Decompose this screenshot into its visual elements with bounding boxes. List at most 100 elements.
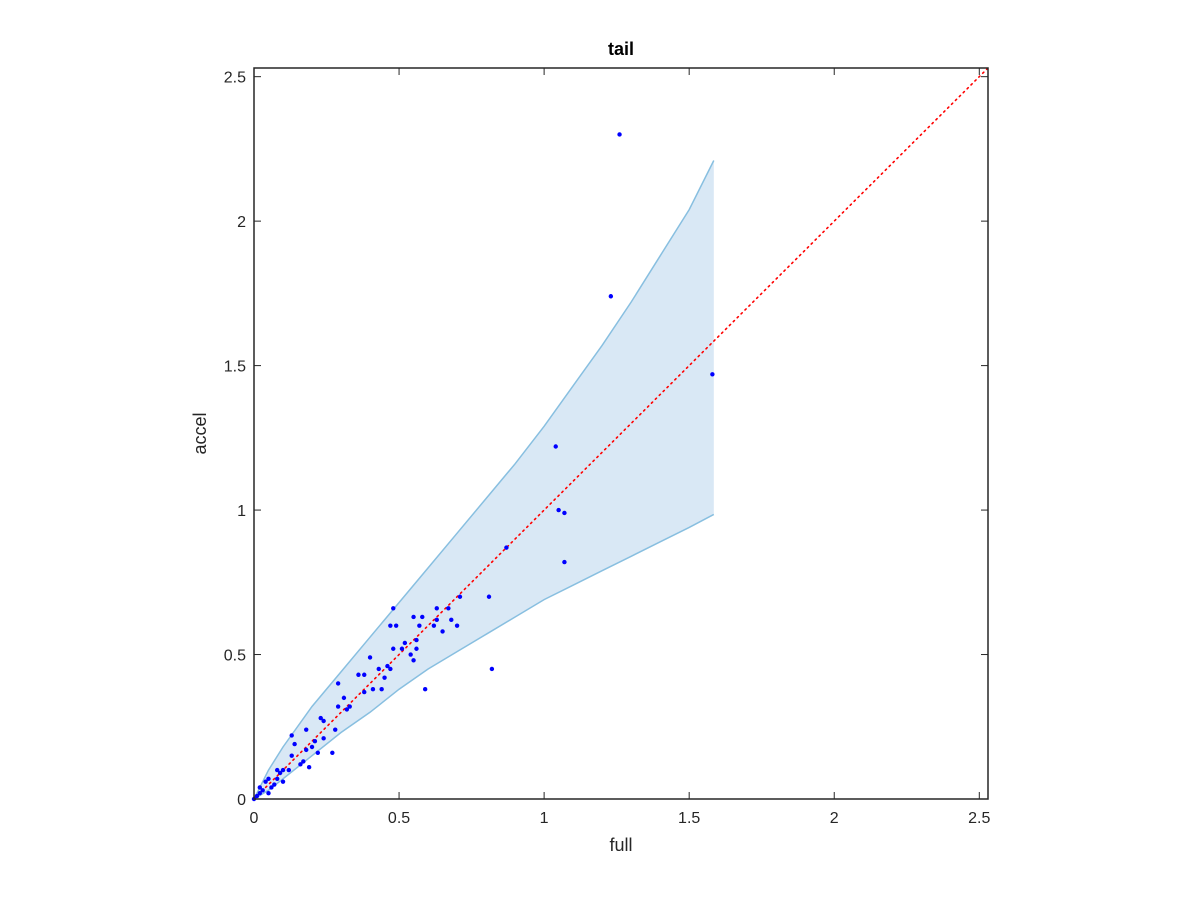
data-point (280, 767, 286, 773)
data-point (257, 785, 263, 790)
y-tick-label: 0.5 (224, 648, 246, 665)
y-tick-label: 0 (237, 792, 246, 809)
data-point (367, 655, 373, 660)
data-point (399, 646, 405, 651)
data-point (301, 759, 306, 764)
y-tick-label: 2.5 (224, 70, 246, 87)
data-point (269, 785, 274, 790)
data-point (309, 744, 315, 750)
data-point (260, 788, 265, 793)
data-point (710, 372, 715, 377)
data-point (306, 765, 312, 770)
y-tick-label: 1 (237, 503, 246, 520)
data-point (391, 606, 396, 611)
data-point (457, 594, 463, 599)
data-point (434, 606, 439, 611)
data-point (321, 736, 326, 741)
data-point (417, 623, 422, 628)
x-tick-label: 1 (540, 810, 549, 827)
data-point (608, 294, 614, 299)
data-point (266, 776, 271, 781)
band-fill (254, 160, 714, 799)
data-point (422, 687, 428, 692)
data-point (431, 623, 437, 628)
data-point (335, 704, 341, 709)
data-point (362, 672, 367, 677)
scatter-points (251, 132, 715, 802)
data-point (304, 747, 309, 753)
data-point (379, 687, 384, 692)
data-point (408, 652, 413, 657)
identity-line (253, 67, 989, 800)
data-point (434, 617, 439, 623)
x-tick-label: 0 (250, 810, 259, 827)
data-point (263, 779, 268, 784)
data-point (562, 510, 567, 516)
x-tick-label: 2.5 (968, 810, 990, 827)
data-point (257, 791, 263, 796)
data-point (414, 637, 419, 643)
data-point (292, 741, 297, 747)
data-point (562, 559, 567, 565)
data-point (370, 687, 376, 692)
data-point (341, 695, 347, 701)
x-tick-label: 1.5 (678, 810, 700, 827)
data-point (286, 767, 292, 773)
data-point (446, 606, 451, 611)
chart-title: tail (608, 39, 634, 59)
data-point (440, 629, 445, 634)
data-point (362, 689, 367, 695)
data-point (289, 733, 294, 738)
data-point (275, 767, 280, 773)
reference-line (253, 67, 989, 800)
data-point (376, 666, 381, 672)
data-point (556, 507, 561, 513)
data-point (388, 666, 393, 672)
data-point (347, 704, 352, 709)
data-point (330, 750, 335, 755)
data-point (411, 614, 416, 620)
data-point (449, 617, 454, 623)
data-point (393, 623, 399, 628)
data-point (420, 614, 425, 620)
data-point (486, 594, 492, 599)
y-tick-label: 1.5 (224, 359, 246, 376)
data-point (356, 672, 361, 677)
data-point (411, 658, 416, 663)
data-point (385, 663, 390, 669)
data-point (333, 727, 338, 732)
axes-box (253, 67, 989, 800)
data-point (617, 132, 622, 137)
data-point (275, 776, 280, 781)
y-tick-label: 2 (237, 214, 246, 231)
data-point (304, 727, 309, 732)
data-point (553, 444, 558, 449)
data-point (388, 623, 393, 628)
data-point (312, 739, 318, 744)
data-point (489, 666, 495, 672)
data-point (277, 770, 283, 776)
data-point (321, 718, 326, 724)
data-point (414, 646, 419, 651)
data-point (454, 623, 460, 628)
x-tick-label: 0.5 (388, 810, 410, 827)
data-point (298, 762, 303, 767)
data-point (254, 793, 260, 799)
data-point (382, 675, 387, 680)
data-point (318, 715, 323, 721)
axis-ticks: 0 0.5 1 1.5 2 2.5 0 0.5 1 1.5 2 2.5 (224, 68, 991, 827)
data-point (315, 750, 321, 755)
data-point (289, 753, 294, 758)
confidence-band (253, 160, 715, 800)
data-point (504, 545, 509, 550)
data-point (402, 640, 408, 646)
data-point (280, 779, 286, 784)
band-upper-edge (253, 160, 715, 800)
data-point (335, 681, 341, 686)
x-axis-label: full (609, 835, 632, 855)
y-axis-label: accel (190, 412, 210, 454)
x-tick-label: 2 (830, 810, 839, 827)
data-point (344, 707, 350, 712)
data-point (272, 782, 277, 787)
